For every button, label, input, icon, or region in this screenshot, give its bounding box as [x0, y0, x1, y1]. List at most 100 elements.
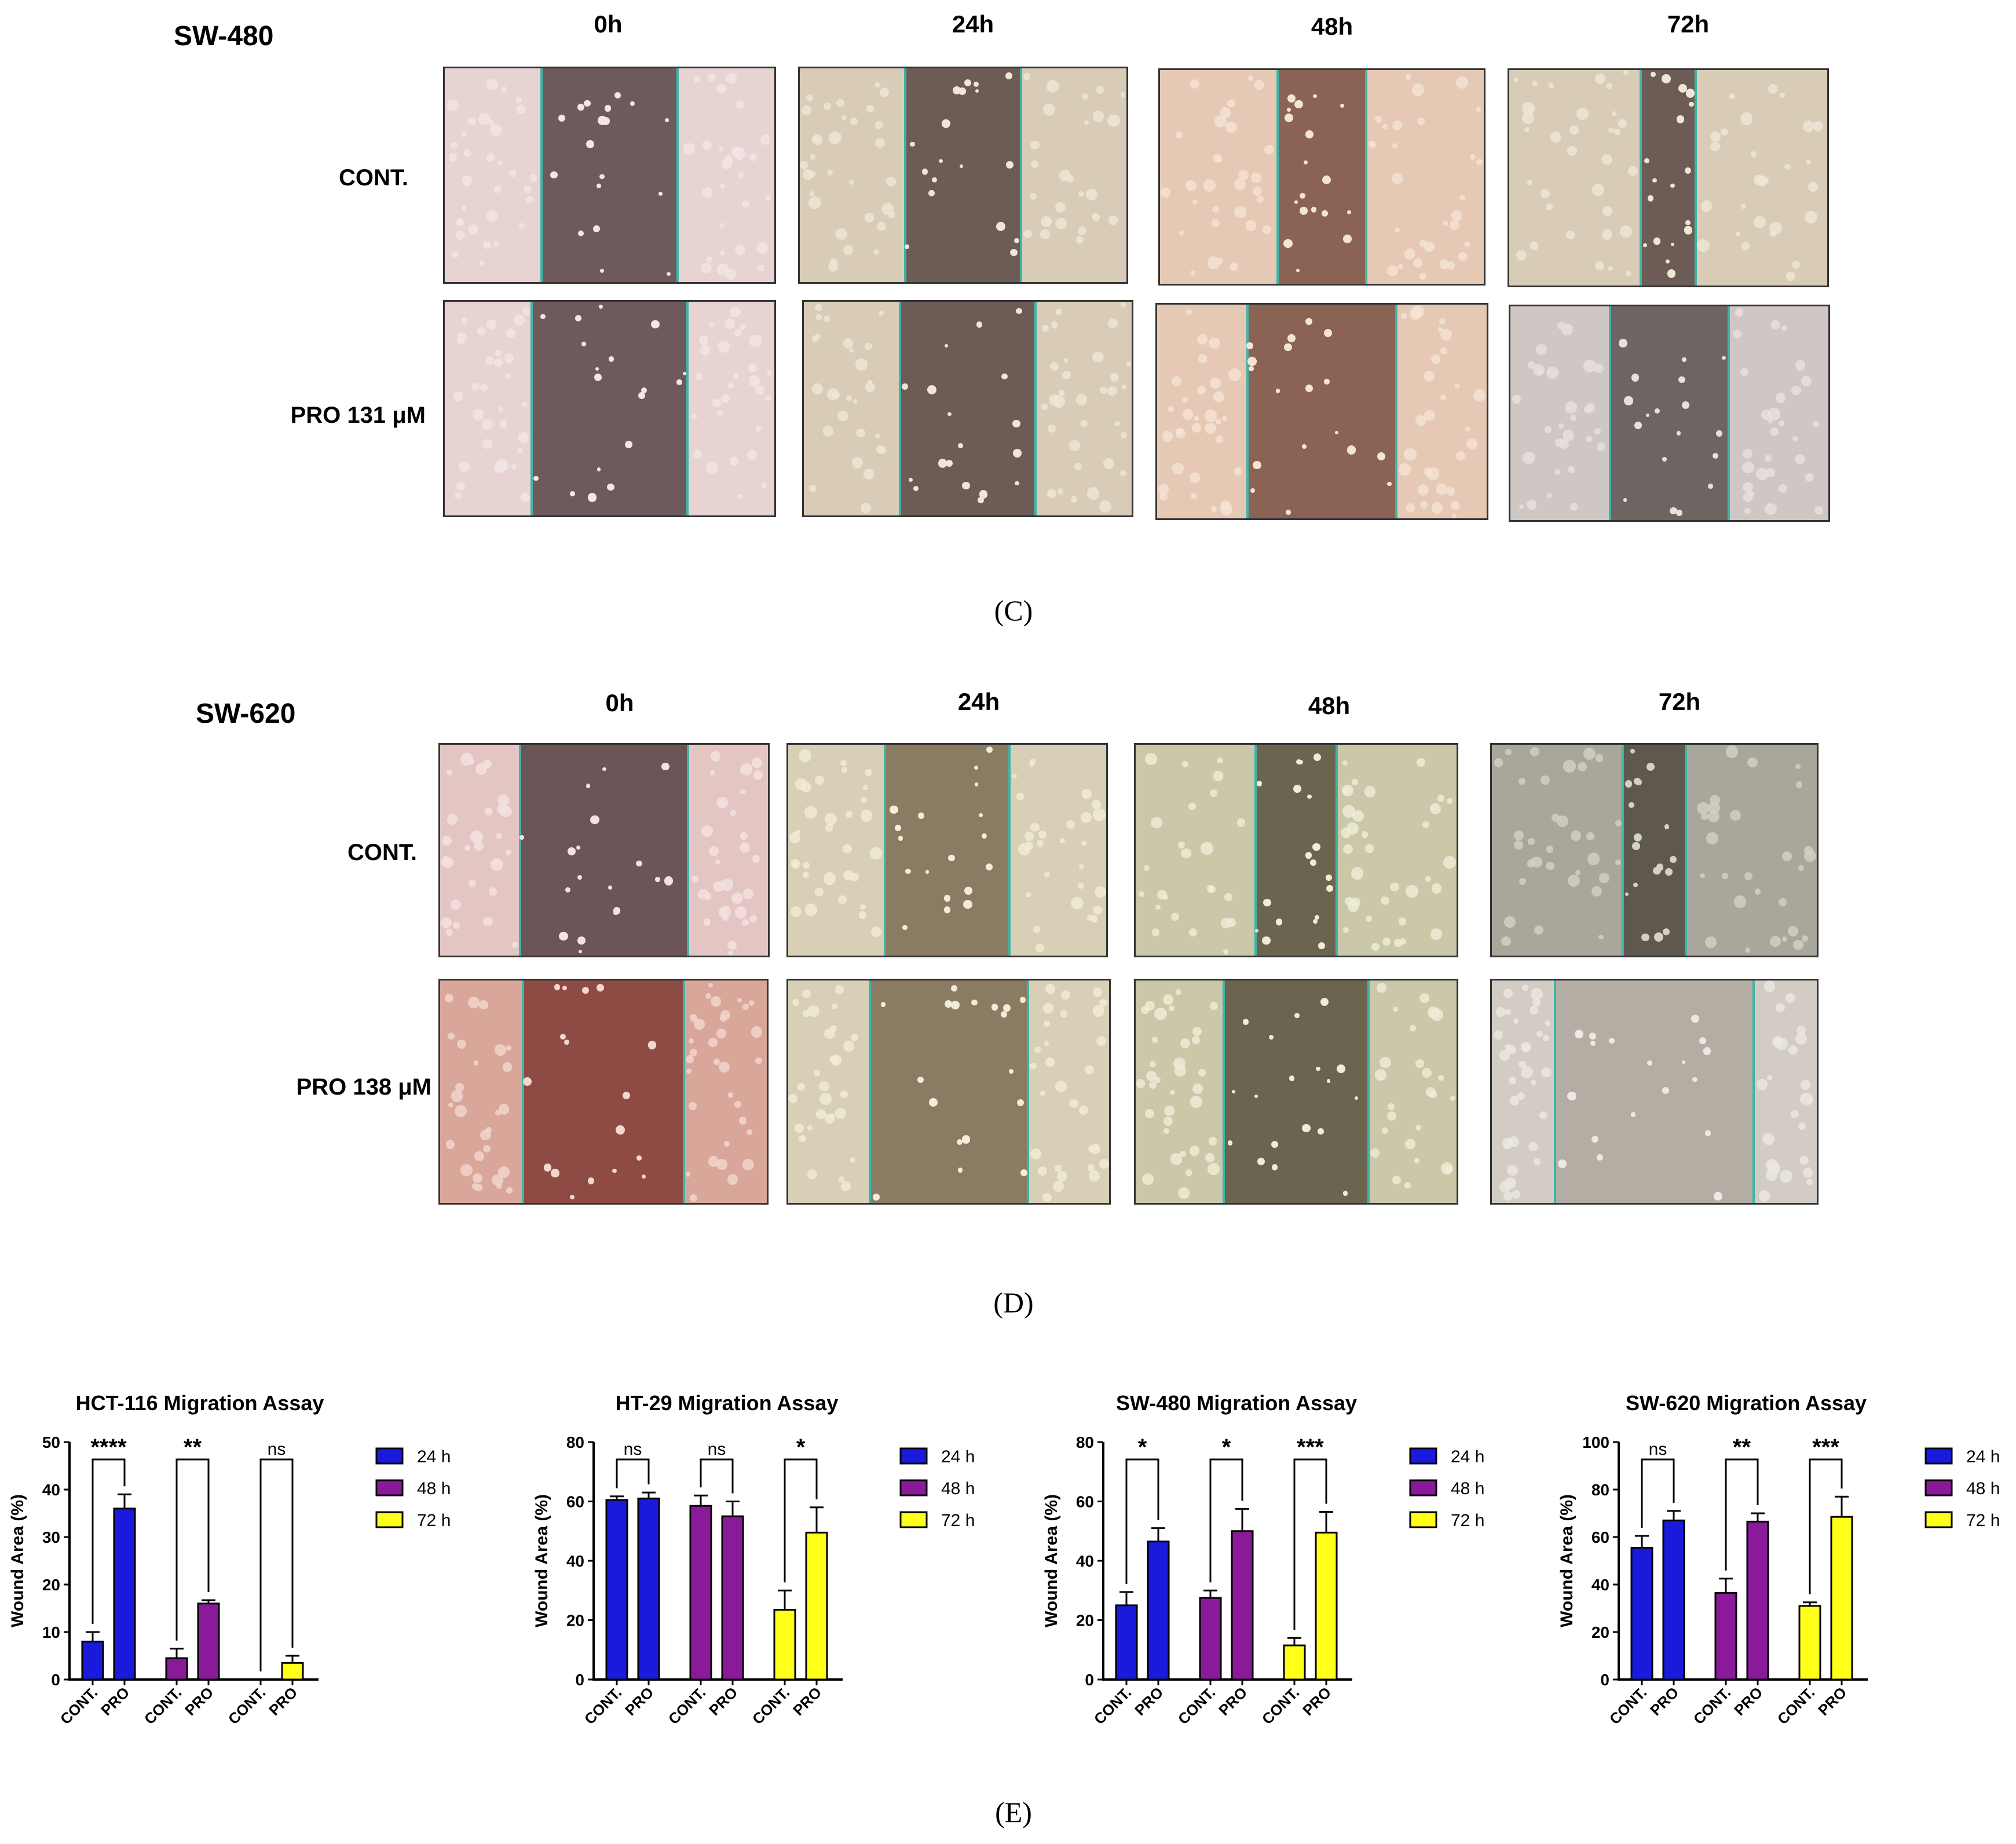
cell-dot	[462, 131, 467, 137]
cell-dot	[463, 149, 471, 157]
cell-dot	[1747, 757, 1758, 768]
cell-dot	[1505, 1009, 1511, 1015]
cell-dot	[1078, 1105, 1088, 1115]
cell-dot	[850, 117, 858, 126]
cell-dot	[1577, 762, 1587, 771]
cell-dot	[516, 104, 526, 115]
cell-dot	[1208, 257, 1221, 270]
cell-dot	[1198, 1069, 1206, 1077]
cell-dot	[1177, 841, 1186, 849]
cell-dot	[826, 387, 840, 401]
y-axis-label: Wound Area (%)	[532, 1494, 551, 1627]
cell-dot	[1399, 938, 1406, 945]
cell-dot	[1099, 500, 1111, 513]
cell-dot	[1546, 366, 1559, 379]
cell-dot	[453, 922, 460, 929]
cell-dot	[1786, 993, 1795, 1003]
cell-dot	[1708, 811, 1720, 823]
cell-dot	[1464, 242, 1470, 247]
cell-dot	[727, 382, 734, 389]
cell-dot	[1779, 898, 1787, 906]
cell-dot	[815, 303, 822, 312]
cell-dot	[502, 1062, 513, 1072]
cell-dot	[1429, 1091, 1437, 1099]
cell-dot	[958, 443, 963, 448]
cell-dot	[752, 855, 760, 863]
cell-dot	[1182, 761, 1189, 768]
cell-dot	[795, 829, 800, 835]
cell-dot	[519, 222, 525, 229]
cell-dot	[1043, 1020, 1050, 1027]
cell-dot	[1354, 1096, 1359, 1100]
cell-dot	[714, 1059, 720, 1065]
cell-dot	[815, 775, 825, 785]
cell-dot	[1524, 126, 1530, 133]
cell-dot	[1494, 758, 1503, 767]
cell-dot	[1570, 830, 1582, 841]
x-tick-label: PRO	[97, 1684, 133, 1719]
cell-dot	[1633, 833, 1642, 842]
x-tick-label: CONT.	[1774, 1684, 1818, 1728]
cell-dot	[720, 250, 726, 256]
cell-dot	[1415, 1059, 1424, 1068]
cell-dot	[1591, 1135, 1599, 1143]
cell-dot	[690, 1194, 697, 1202]
cell-dot	[1618, 119, 1627, 129]
cell-dot	[826, 170, 833, 176]
cell-dot	[1765, 503, 1777, 515]
cell-dot	[727, 1174, 738, 1185]
cell-dot	[705, 256, 713, 263]
cell-dot	[1178, 1187, 1190, 1199]
cell-dot	[1234, 178, 1246, 190]
cell-dot	[1805, 473, 1814, 482]
cell-dot	[734, 906, 747, 919]
cell-dot	[808, 170, 816, 178]
cell-dot	[594, 373, 602, 381]
bar	[1798, 1605, 1821, 1681]
cell-dot	[506, 374, 511, 379]
cell-dot	[840, 1090, 848, 1099]
bar	[805, 1531, 828, 1681]
cell-dot	[1189, 1145, 1200, 1156]
cell-dot	[1173, 1058, 1186, 1070]
cell-dot	[1721, 128, 1728, 136]
cell-dot	[1371, 942, 1380, 951]
cell-dot	[986, 864, 993, 871]
cell-dot	[1528, 1142, 1538, 1151]
cell-dot	[1671, 242, 1675, 246]
cell-dot	[472, 1173, 482, 1183]
cell-dot	[1019, 997, 1026, 1004]
cell-dot	[1211, 219, 1220, 228]
cell-dot	[751, 757, 762, 769]
cell-dot	[1254, 79, 1265, 90]
cell-dot	[1023, 73, 1030, 81]
cell-dot	[447, 814, 458, 825]
cell-dot	[1732, 330, 1741, 339]
cell-dot	[1768, 1162, 1781, 1176]
cell-dot	[1764, 454, 1772, 462]
cell-dot	[790, 906, 802, 917]
cell-dot	[1342, 927, 1349, 934]
cell-dot	[462, 175, 472, 186]
cell-dot	[950, 1000, 960, 1009]
cell-dot	[737, 998, 742, 1003]
cell-dot	[1100, 387, 1107, 394]
cell-dot	[522, 1077, 532, 1086]
cell-dot	[1465, 426, 1470, 432]
cell-dot	[493, 358, 503, 367]
cell-dot	[581, 341, 587, 347]
significance-label: **	[1733, 1435, 1751, 1460]
cell-dot	[1440, 1162, 1453, 1175]
cell-dot	[562, 985, 568, 991]
cell-dot	[1647, 195, 1654, 202]
cell-dot	[617, 1127, 625, 1135]
cell-dot	[1662, 928, 1670, 935]
micrograph-sw620-pro-24h	[786, 979, 1111, 1205]
cell-dot	[1630, 1112, 1636, 1117]
cell-dot	[1093, 1145, 1099, 1150]
cell-dot	[474, 1151, 485, 1161]
cell-dot	[1623, 70, 1629, 75]
cell-dot	[1190, 270, 1195, 276]
cell-dot	[1730, 810, 1741, 821]
cell-dot	[1286, 107, 1291, 112]
